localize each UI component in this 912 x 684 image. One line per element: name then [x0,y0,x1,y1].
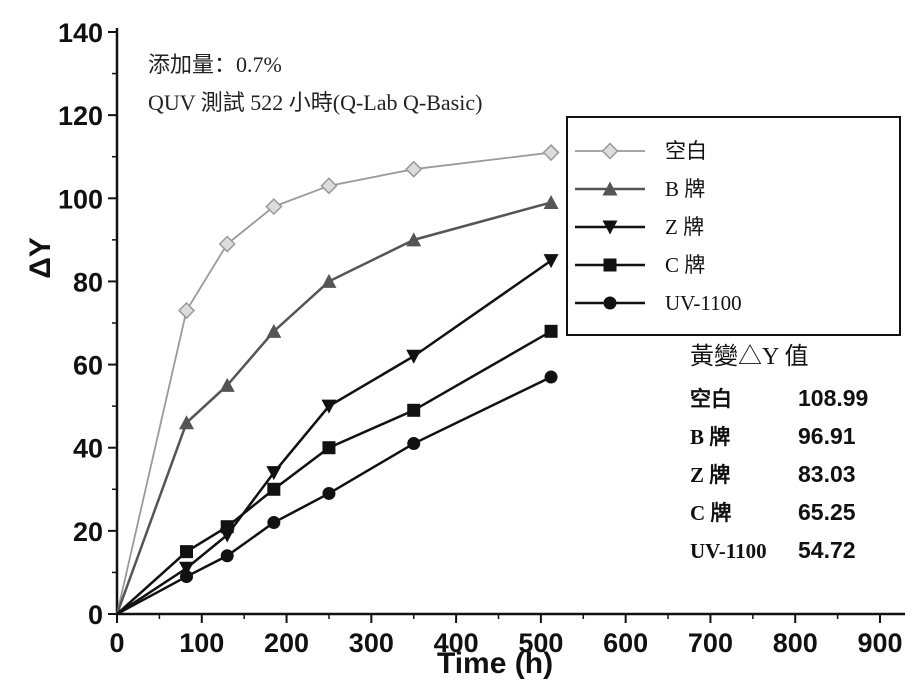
y-tick-label: 40 [73,434,103,464]
y-tick-label: 0 [88,600,103,630]
x-tick-label: 900 [857,628,902,658]
legend-marker [602,181,618,196]
x-axis-title: Time (h) [437,647,553,680]
data-point [407,403,421,417]
data-point [542,143,560,162]
legend-label: 空白 [665,139,707,163]
legend: 空白 B 牌 Z 牌 C 牌 UV-1100 [566,116,901,336]
legend-marker [602,220,618,235]
y-tick-label: 140 [58,18,103,48]
table-row-value: 65.25 [798,499,856,525]
data-point [266,323,282,338]
series-4 [116,324,558,615]
x-tick-label: 100 [179,628,224,658]
data-point [179,415,195,430]
data-point [406,232,422,247]
data-point [220,520,234,534]
x-tick-label: 600 [603,628,648,658]
table-row-value: 108.99 [798,385,868,411]
data-point [179,561,195,576]
series-group [115,143,560,616]
legend-label: Z 牌 [665,215,704,239]
legend-label: C 牌 [665,253,705,277]
x-tick-label: 400 [434,628,479,658]
table-row-name: 空白 [690,387,732,411]
table-row-value: 96.91 [798,423,856,449]
data-point [265,198,283,216]
data-point [266,466,282,481]
data-point [180,545,194,559]
data-point [218,235,236,253]
table-row-name: UV-1100 [690,539,767,563]
data-point [219,377,235,392]
table-row-value: 54.72 [798,537,856,563]
y-tick-label: 20 [73,517,103,547]
delta-y-table: 黃變△Y 值 空白 108.99 B 牌 96.91 Z 牌 83.03 C 牌 65.25 U… [690,343,868,563]
y-axis-title: ΔY [24,237,57,279]
data-point [180,570,194,584]
series-5 [116,370,558,616]
data-point [267,482,281,496]
data-point [406,349,422,364]
x-tick-label: 300 [349,628,394,658]
legend-label: B 牌 [665,177,705,201]
table-row-name: C 牌 [690,501,731,525]
x-tick-label: 0 [109,628,124,658]
x-axis-ticks: 0 100 200 300 400 500 600 700 800 900 [109,614,903,658]
series-2 [115,194,559,615]
table-row-value: 83.03 [798,461,856,487]
data-point [177,301,196,320]
x-tick-label: 800 [773,628,818,658]
x-tick-label: 500 [518,628,563,658]
data-point [544,370,558,384]
data-point [320,177,338,195]
y-tick-label: 120 [58,101,103,131]
x-tick-label: 700 [688,628,733,658]
legend-marker [601,142,619,160]
legend-marker [603,258,617,272]
y-tick-label: 80 [73,267,103,297]
legend-label: UV-1100 [665,291,742,315]
annotation-additive: 添加量：0.7% [148,52,282,77]
annotation-test: QUV 測試 522 小時(Q-Lab Q-Basic) [148,90,482,115]
data-point [405,160,423,178]
data-point [407,437,421,451]
x-tick-label: 200 [264,628,309,658]
y-axis-ticks: 0 20 40 60 80 100 120 140 [58,18,117,630]
axes [115,28,905,616]
data-point [322,441,336,455]
series-line [116,151,552,615]
data-point [543,254,559,269]
data-point [267,516,281,530]
table-row-name: Z 牌 [690,463,730,487]
series-1 [116,143,560,615]
data-point [220,549,234,563]
data-point [322,486,336,500]
y-tick-label: 60 [73,351,103,381]
data-point [543,194,559,209]
data-point [544,324,558,338]
y-tick-label: 100 [58,184,103,214]
data-point [321,399,337,414]
table-row-name: B 牌 [690,425,730,449]
series-3 [116,254,559,616]
table-title: 黃變△Y 值 [690,343,808,370]
data-point [321,273,337,288]
legend-marker [603,296,617,310]
